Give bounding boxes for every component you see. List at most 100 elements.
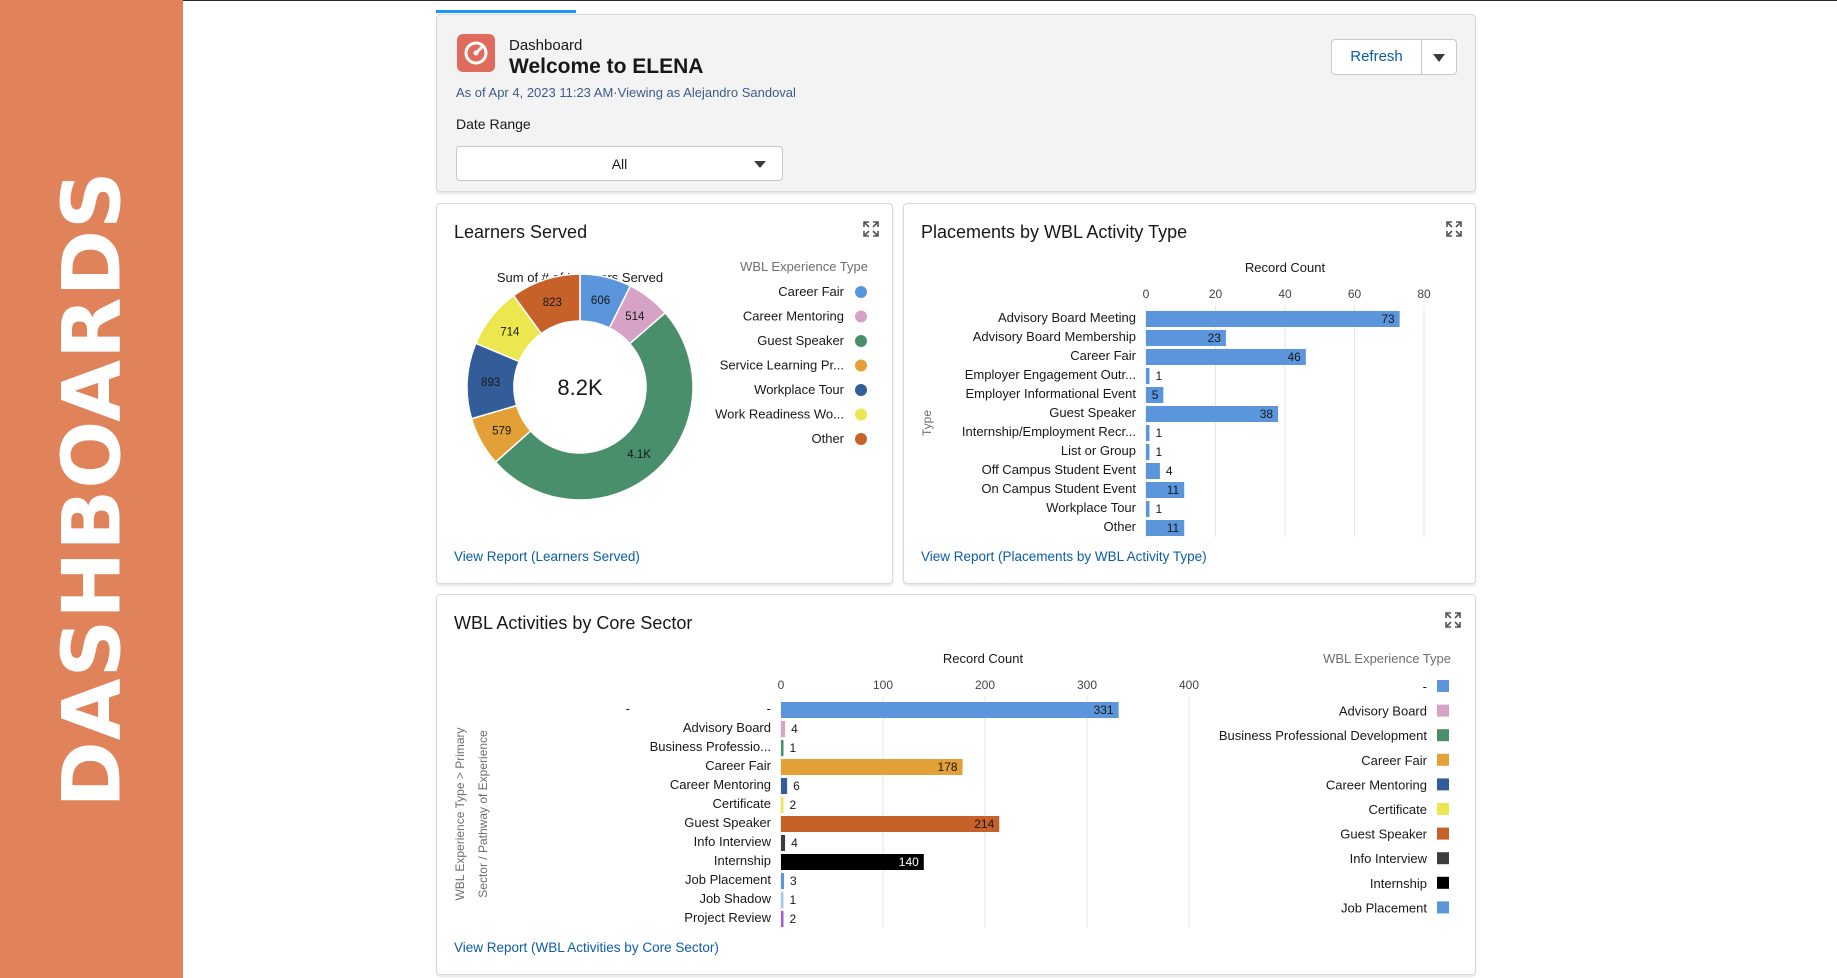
bar (781, 854, 924, 870)
view-report-link[interactable]: View Report (Learners Served) (454, 549, 640, 564)
category-label: Advisory Board Membership (973, 329, 1136, 344)
tick-label: 40 (1278, 287, 1292, 301)
card-title: Learners Served (454, 222, 588, 242)
bar-value-label: 4 (1166, 464, 1173, 478)
category-label: Career Fair (1070, 348, 1136, 363)
bar (1146, 311, 1400, 327)
category-label: - (767, 701, 771, 716)
card-title: Placements by WBL Activity Type (921, 222, 1188, 242)
bar (781, 740, 784, 756)
bar-value-label: 46 (1287, 350, 1301, 364)
legend-swatch (1437, 803, 1449, 815)
slice-data-label: 606 (591, 295, 610, 307)
bar-value-label: 3 (790, 874, 797, 888)
bar (781, 778, 788, 794)
bar (781, 702, 1119, 718)
axis-title-x: Record Count (1245, 260, 1326, 275)
legend-swatch (1437, 753, 1449, 766)
bar-value-label: 4 (791, 836, 798, 850)
tick-label: 80 (1417, 287, 1431, 301)
legend-swatch (855, 335, 867, 347)
placements-card: Placements by WBL Activity Type Record C… (903, 203, 1476, 584)
card-title: WBL Activities by Core Sector (454, 613, 693, 633)
expand-icon[interactable] (1445, 612, 1461, 628)
category-label: Guest Speaker (1049, 405, 1136, 420)
refresh-button[interactable]: Refresh (1331, 39, 1422, 75)
group-label: - (626, 701, 630, 716)
category-label: Project Review (684, 910, 771, 925)
refresh-button-group: Refresh (1331, 39, 1457, 75)
bar (1146, 368, 1150, 384)
core-sector-bar-chart: Record Count 0 100 200 300 400 WBL Experience … (453, 651, 1451, 928)
legend-label: Career Fair (1361, 753, 1427, 768)
tick-label: 0 (778, 678, 785, 692)
date-range-select[interactable]: All (456, 146, 783, 181)
bar-value-label: 1 (790, 741, 797, 755)
tick-label: 0 (1143, 287, 1150, 301)
category-label: On Campus Student Event (981, 481, 1136, 496)
legend-label: Other (811, 431, 844, 446)
slice-data-label: 514 (625, 311, 645, 323)
category-label: Guest Speaker (684, 815, 771, 830)
axis-title-y: Type (920, 410, 934, 436)
refresh-menu-button[interactable] (1421, 39, 1457, 75)
placements-bar-chart: Record Count 0 20 40 60 80 Type Advisory Board … (920, 260, 1431, 537)
legend-title: WBL Experience Type (740, 259, 868, 274)
category-label: Career Fair (705, 758, 771, 773)
legend-label: Advisory Board (1339, 704, 1427, 719)
category-label: Info Interview (694, 834, 772, 849)
tick-label: 300 (1077, 678, 1097, 692)
slice-data-label: 579 (492, 425, 511, 437)
legend-label: Internship (1370, 876, 1427, 891)
banner-text: DASHBOARDS (45, 170, 139, 808)
legend-label: Certificate (1368, 802, 1427, 817)
legend-swatch (855, 286, 867, 298)
category-label: Internship/Employment Recr... (962, 424, 1136, 439)
legend-label: Career Mentoring (1326, 777, 1427, 792)
legend-swatch (855, 433, 867, 445)
legend-swatch (1437, 729, 1449, 742)
tick-label: 20 (1209, 287, 1223, 301)
category-label: Off Campus Student Event (982, 462, 1137, 477)
legend-swatch (855, 408, 867, 421)
legend-label: Business Professional Development (1219, 728, 1427, 743)
category-label: Internship (714, 853, 771, 868)
legend-swatch (855, 359, 867, 372)
category-label: Business Professio... (650, 739, 771, 754)
bar-value-label: 73 (1381, 312, 1395, 326)
view-report-link[interactable]: View Report (WBL Activities by Core Sect… (454, 940, 719, 955)
bar (781, 835, 786, 851)
bar-value-label: 2 (790, 798, 797, 812)
bar-value-label: 4 (791, 722, 798, 736)
expand-icon[interactable] (863, 221, 879, 237)
active-tab-indicator (436, 10, 576, 13)
bar (1146, 349, 1306, 365)
view-report-link[interactable]: View Report (Placements by WBL Activity … (921, 549, 1207, 564)
bar-value-label: 38 (1260, 407, 1274, 421)
bar (1146, 520, 1185, 536)
page-title: Welcome to ELENA (509, 55, 704, 78)
donut-chart: Sum of # of Learners Served6065144.1K579… (466, 259, 868, 501)
category-label: Workplace Tour (1046, 500, 1137, 515)
donut-center-total: 8.2K (557, 375, 603, 400)
category-label: Employer Informational Event (965, 386, 1136, 401)
legend-swatch (1437, 852, 1449, 865)
bar-value-label: 331 (1094, 703, 1114, 717)
bar-value-label: 1 (1155, 502, 1162, 516)
expand-icon[interactable] (1446, 221, 1462, 237)
category-label: Job Shadow (699, 891, 771, 906)
bar (781, 816, 1000, 832)
axis-title-y: WBL Experience Type > Primary (453, 727, 467, 900)
bar (781, 797, 784, 813)
legend-label: Job Placement (1341, 900, 1427, 915)
bar (781, 873, 785, 889)
legend-swatch (855, 310, 867, 323)
bar (1146, 406, 1279, 422)
legend-label: Work Readiness Wo... (715, 407, 844, 422)
tick-label: 400 (1179, 678, 1199, 692)
bar (1146, 387, 1164, 403)
bar (1146, 463, 1160, 479)
slice-data-label: 714 (500, 326, 520, 338)
tick-label: 100 (873, 678, 893, 692)
category-label: List or Group (1061, 443, 1136, 458)
